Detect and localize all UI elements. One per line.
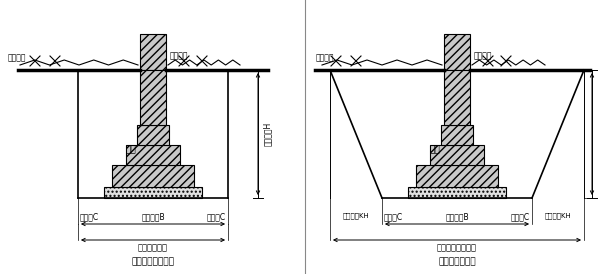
Text: 室内地坪: 室内地坪 bbox=[170, 51, 188, 60]
Text: 基础宽度B: 基础宽度B bbox=[445, 212, 469, 221]
Text: 工作面C: 工作面C bbox=[511, 212, 530, 221]
Text: 基槽开挚宽度: 基槽开挚宽度 bbox=[138, 243, 168, 252]
Bar bbox=[140, 70, 166, 125]
Text: 基础: 基础 bbox=[125, 145, 136, 155]
Bar bbox=[444, 70, 470, 125]
Text: 室外地坪: 室外地坪 bbox=[8, 53, 26, 62]
Bar bbox=[112, 165, 194, 187]
Text: 不放坡的基槽断面: 不放坡的基槽断面 bbox=[132, 257, 174, 266]
Text: 放坡宽度KH: 放坡宽度KH bbox=[343, 212, 370, 219]
Text: 放坡宽度KH: 放坡宽度KH bbox=[545, 212, 572, 219]
Bar bbox=[430, 145, 484, 165]
Text: 工作面C: 工作面C bbox=[80, 212, 99, 221]
Text: 工作面C: 工作面C bbox=[384, 212, 403, 221]
Bar bbox=[104, 187, 202, 198]
Text: 基础: 基础 bbox=[429, 145, 440, 155]
Text: 室外地坪: 室外地坪 bbox=[316, 53, 334, 62]
Bar bbox=[416, 165, 498, 187]
Text: 工作面C: 工作面C bbox=[207, 212, 226, 221]
Bar bbox=[441, 125, 473, 145]
Bar bbox=[137, 125, 169, 145]
Text: 基槽基底开挚宽度: 基槽基底开挚宽度 bbox=[437, 243, 477, 252]
Bar bbox=[140, 34, 166, 70]
Bar bbox=[126, 145, 180, 165]
Bar bbox=[408, 187, 506, 198]
Bar bbox=[444, 34, 470, 70]
Text: 基础宽度B: 基础宽度B bbox=[141, 212, 165, 221]
Text: 室内地坪: 室内地坪 bbox=[474, 51, 492, 60]
Text: 开挪深度H: 开挪深度H bbox=[263, 122, 272, 146]
Text: 放坡的基槽断面: 放坡的基槽断面 bbox=[438, 257, 476, 266]
